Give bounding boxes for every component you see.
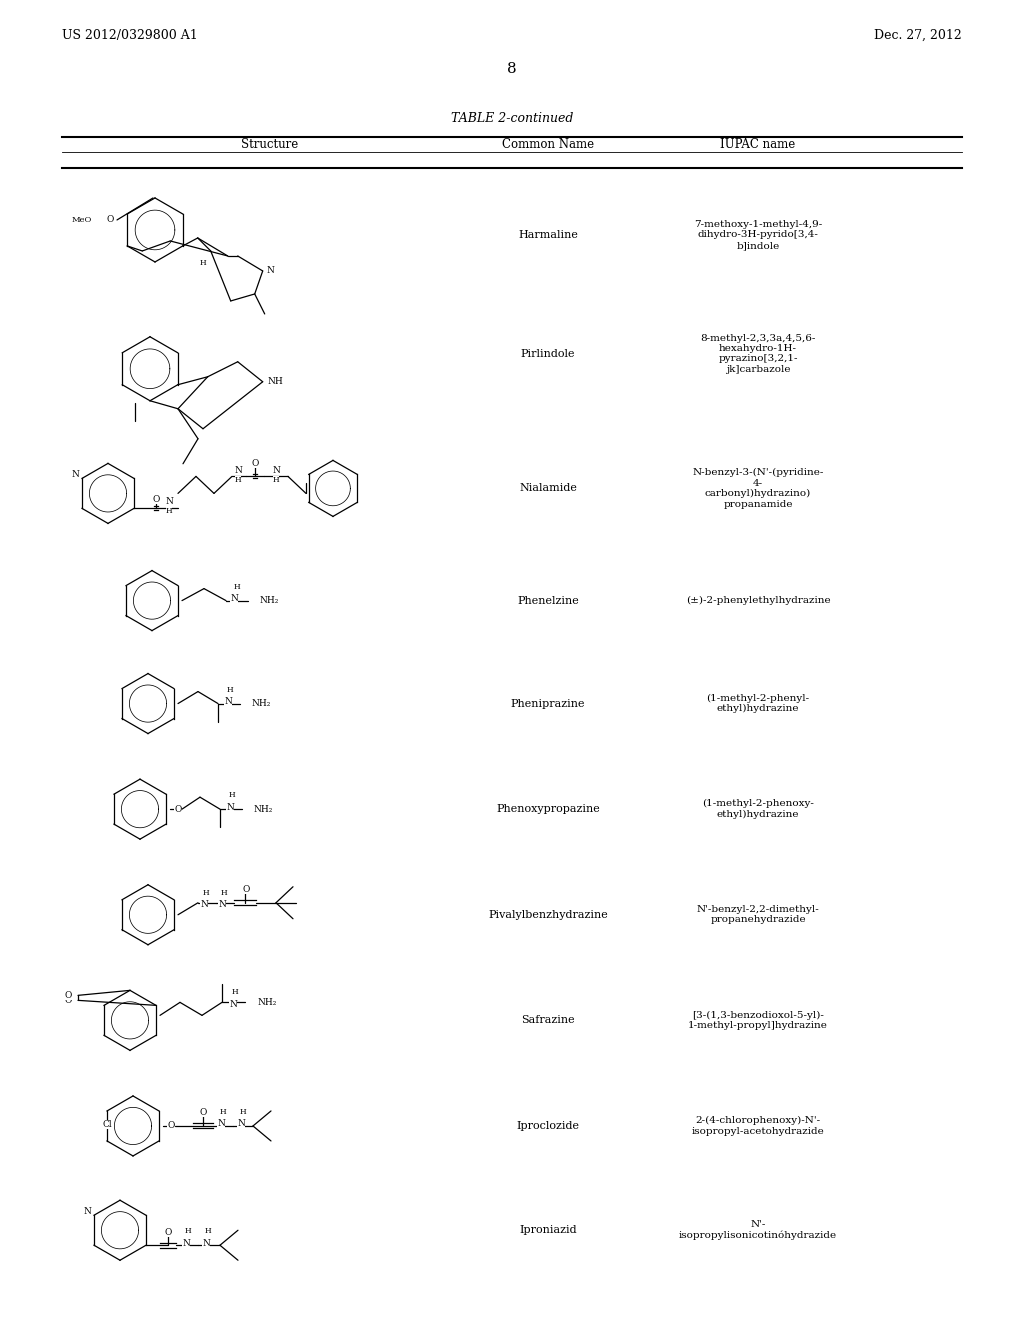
- Text: O: O: [200, 1109, 207, 1118]
- Text: H: H: [184, 1228, 191, 1236]
- Text: IUPAC name: IUPAC name: [720, 139, 796, 150]
- Text: (±)-2-phenylethylhydrazine: (±)-2-phenylethylhydrazine: [686, 597, 830, 605]
- Text: H: H: [272, 477, 280, 484]
- Text: O: O: [153, 495, 160, 504]
- Text: O: O: [65, 995, 72, 1005]
- Text: Dec. 27, 2012: Dec. 27, 2012: [874, 29, 962, 42]
- Text: Iproclozide: Iproclozide: [516, 1121, 580, 1131]
- Text: Common Name: Common Name: [502, 139, 594, 150]
- Text: O: O: [251, 459, 259, 467]
- Text: N: N: [71, 470, 79, 479]
- Text: MeO: MeO: [72, 216, 92, 224]
- Text: TABLE 2-continued: TABLE 2-continued: [451, 112, 573, 125]
- Text: O: O: [106, 215, 114, 224]
- Text: H: H: [233, 582, 241, 590]
- Text: Iproniazid: Iproniazid: [519, 1225, 577, 1236]
- Text: N: N: [83, 1206, 91, 1216]
- Text: H: H: [221, 888, 227, 896]
- Text: [3-(1,3-benzodioxol-5-yl)-
1-methyl-propyl]hydrazine: [3-(1,3-benzodioxol-5-yl)- 1-methyl-prop…: [688, 1011, 828, 1030]
- Text: (1-methyl-2-phenoxy-
ethyl)hydrazine: (1-methyl-2-phenoxy- ethyl)hydrazine: [702, 800, 814, 818]
- Text: Pivalylbenzhydrazine: Pivalylbenzhydrazine: [488, 909, 608, 920]
- Text: H: H: [220, 1107, 226, 1115]
- Text: N: N: [230, 594, 238, 603]
- Text: NH₂: NH₂: [254, 805, 273, 813]
- Text: NH₂: NH₂: [260, 597, 280, 605]
- Text: N: N: [229, 999, 237, 1008]
- Text: H: H: [228, 791, 236, 799]
- Text: H: H: [234, 477, 242, 484]
- Text: O: O: [243, 886, 250, 894]
- Text: N: N: [234, 466, 242, 475]
- Text: O: O: [164, 1228, 172, 1237]
- Text: (1-methyl-2-phenyl-
ethyl)hydrazine: (1-methyl-2-phenyl- ethyl)hydrazine: [707, 694, 810, 713]
- Text: N: N: [218, 900, 226, 909]
- Text: H: H: [226, 685, 233, 693]
- Text: H: H: [231, 989, 239, 997]
- Text: 8: 8: [507, 62, 517, 75]
- Text: N: N: [238, 1119, 245, 1129]
- Text: N: N: [182, 1238, 189, 1247]
- Text: NH: NH: [267, 378, 284, 387]
- Text: Phenelzine: Phenelzine: [517, 595, 579, 606]
- Text: Phenoxypropazine: Phenoxypropazine: [496, 804, 600, 814]
- Text: Pheniprazine: Pheniprazine: [511, 698, 586, 709]
- Text: N: N: [226, 803, 233, 812]
- Text: O: O: [167, 1122, 175, 1130]
- Text: H: H: [205, 1228, 211, 1236]
- Text: N: N: [200, 900, 208, 909]
- Text: Safrazine: Safrazine: [521, 1015, 574, 1026]
- Text: N-benzyl-3-(N'-(pyridine-
4-
carbonyl)hydrazino)
propanamide: N-benzyl-3-(N'-(pyridine- 4- carbonyl)hy…: [692, 469, 823, 508]
- Text: H: H: [203, 888, 209, 896]
- Text: H: H: [200, 259, 206, 267]
- Text: Cl: Cl: [102, 1121, 112, 1130]
- Text: NH₂: NH₂: [257, 998, 276, 1007]
- Text: H: H: [166, 507, 172, 515]
- Text: N: N: [272, 466, 280, 475]
- Text: Structure: Structure: [242, 139, 299, 150]
- Text: N'-
isopropylisonicotinóhydrazide: N'- isopropylisonicotinóhydrazide: [679, 1220, 837, 1241]
- Text: 2-(4-chlorophenoxy)-N'-
isopropyl-acetohydrazide: 2-(4-chlorophenoxy)-N'- isopropyl-acetoh…: [691, 1117, 824, 1135]
- Text: N: N: [267, 267, 274, 276]
- Text: 7-methoxy-1-methyl-4,9-
dihydro-3H-pyrido[3,4-
b]indole: 7-methoxy-1-methyl-4,9- dihydro-3H-pyrid…: [694, 220, 822, 249]
- Text: NH₂: NH₂: [252, 700, 271, 708]
- Text: Nialamide: Nialamide: [519, 483, 577, 494]
- Text: 8-methyl-2,3,3a,4,5,6-
hexahydro-1H-
pyrazino[3,2,1-
jk]carbazole: 8-methyl-2,3,3a,4,5,6- hexahydro-1H- pyr…: [700, 334, 816, 374]
- Text: N'-benzyl-2,2-dimethyl-
propanehydrazide: N'-benzyl-2,2-dimethyl- propanehydrazide: [696, 906, 819, 924]
- Text: N: N: [217, 1119, 225, 1129]
- Text: Pirlindole: Pirlindole: [521, 348, 575, 359]
- Text: H: H: [240, 1107, 247, 1115]
- Text: US 2012/0329800 A1: US 2012/0329800 A1: [62, 29, 198, 42]
- Text: O: O: [65, 991, 72, 999]
- Text: N: N: [165, 496, 173, 506]
- Text: O: O: [174, 805, 181, 813]
- Text: Harmaline: Harmaline: [518, 230, 578, 240]
- Text: N: N: [224, 697, 232, 706]
- Text: N: N: [202, 1238, 210, 1247]
